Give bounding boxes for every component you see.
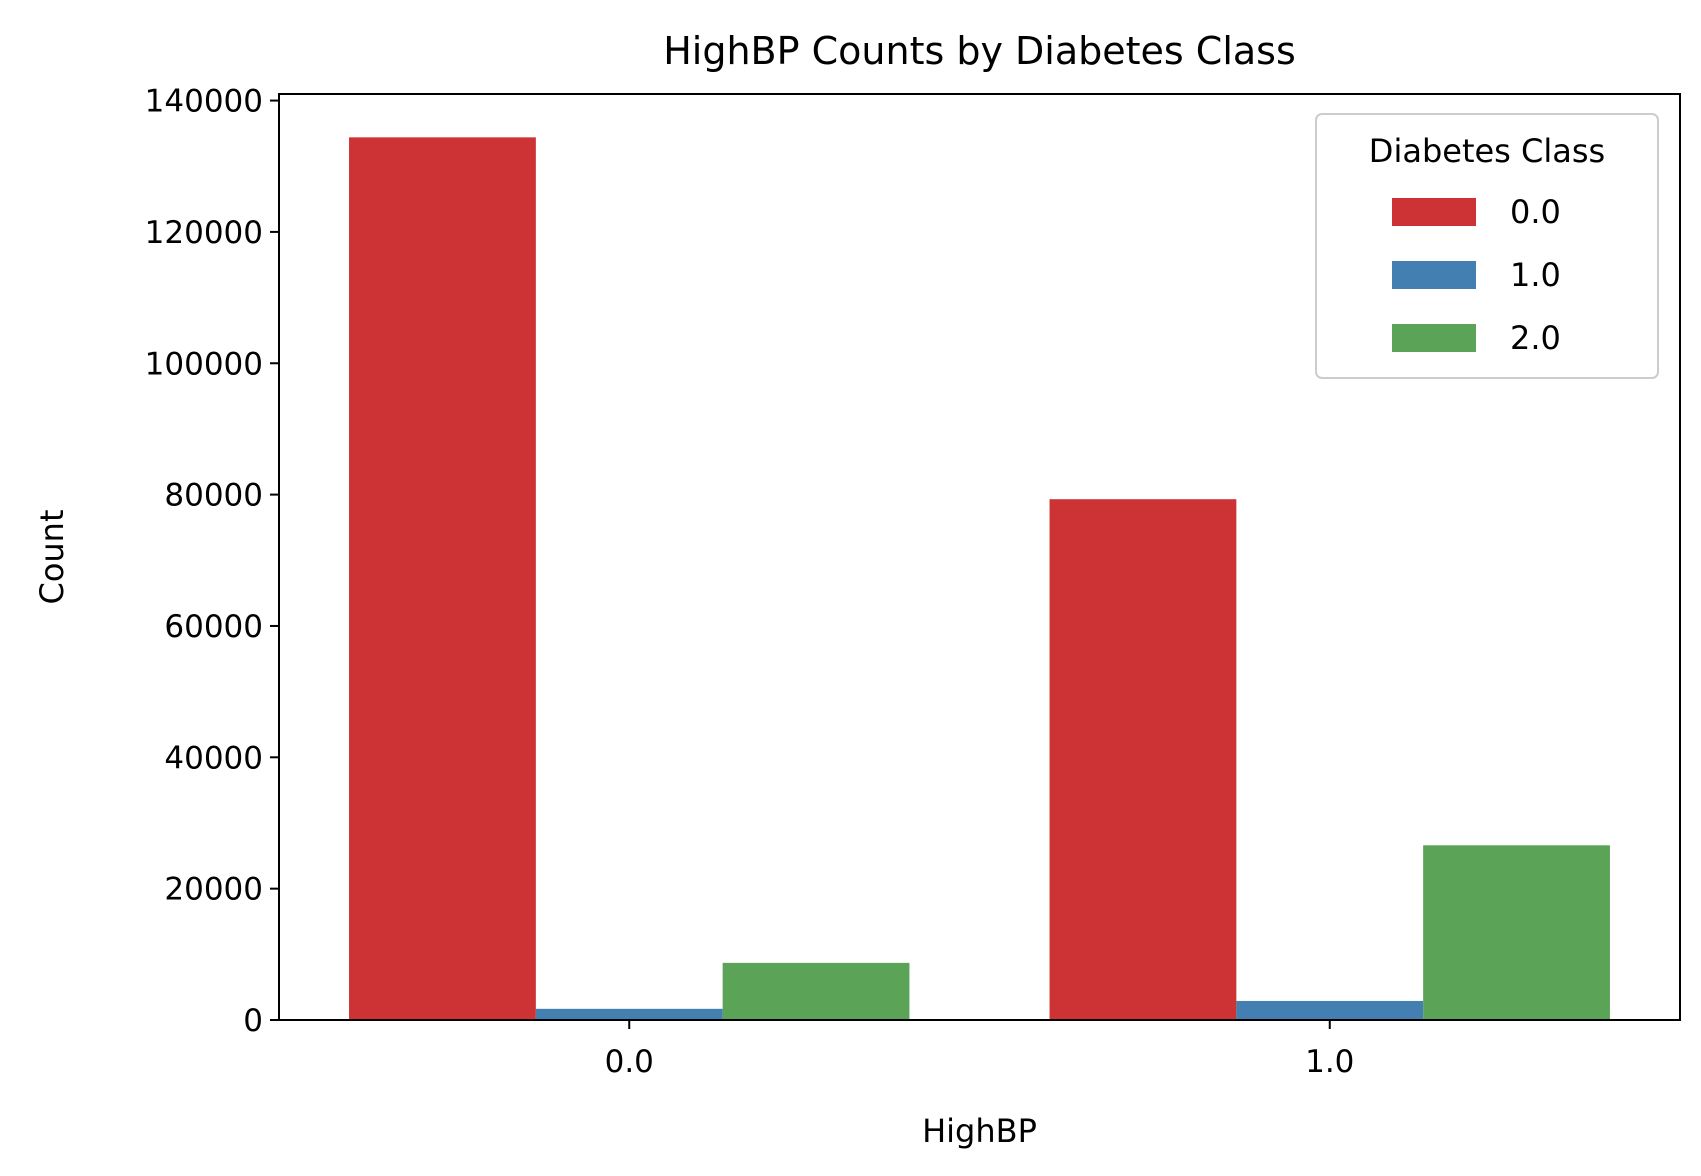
legend-items: 0.0 1.0 2.0: [1392, 193, 1561, 357]
plot-frame: [278, 93, 1681, 1021]
y-tick-label: 0: [243, 1003, 263, 1039]
legend-swatch-1.0: [1392, 261, 1476, 289]
bar-highbp-0.0-class-0.0: [349, 137, 536, 1021]
x-tick-label: 1.0: [1305, 1044, 1354, 1080]
bar-highbp-1.0-class-2.0: [1423, 845, 1610, 1020]
bar-highbp-0.0-class-2.0: [722, 962, 910, 1020]
legend-swatch-0.0: [1392, 198, 1476, 226]
bars-layer: [349, 137, 1610, 1021]
x-axis-title: HighBP: [922, 1112, 1037, 1150]
legend-box: [1315, 113, 1659, 379]
y-axis: 0 20000 40000 60000 80000 100000 120000 140000: [145, 84, 279, 1039]
y-tick-label: 140000: [145, 84, 263, 120]
y-tick-label: 100000: [145, 346, 263, 382]
legend-title: Diabetes Class: [1369, 132, 1605, 170]
y-tick-label: 80000: [164, 478, 263, 514]
bar-highbp-1.0-class-0.0: [1049, 499, 1237, 1020]
y-tick-label: 60000: [164, 609, 263, 645]
legend-label-2.0: 2.0: [1510, 319, 1561, 357]
bar-highbp-1.0-class-1.0: [1236, 1000, 1424, 1020]
legend-label-1.0: 1.0: [1510, 256, 1561, 294]
bar-highbp-0.0-class-1.0: [535, 1008, 723, 1020]
y-tick-label: 40000: [164, 740, 263, 776]
legend-label-0.0: 0.0: [1510, 193, 1561, 231]
x-tick-label: 0.0: [605, 1044, 654, 1080]
y-axis-title: Count: [33, 509, 71, 604]
chart-title: HighBP Counts by Diabetes Class: [663, 29, 1296, 73]
y-tick-label: 20000: [164, 872, 263, 908]
x-axis: 0.0 1.0: [605, 1020, 1354, 1080]
legend-swatch-2.0: [1392, 324, 1476, 352]
legend: Diabetes Class 0.0 1.0 2.0: [1315, 113, 1659, 379]
y-tick-label: 120000: [145, 215, 263, 251]
